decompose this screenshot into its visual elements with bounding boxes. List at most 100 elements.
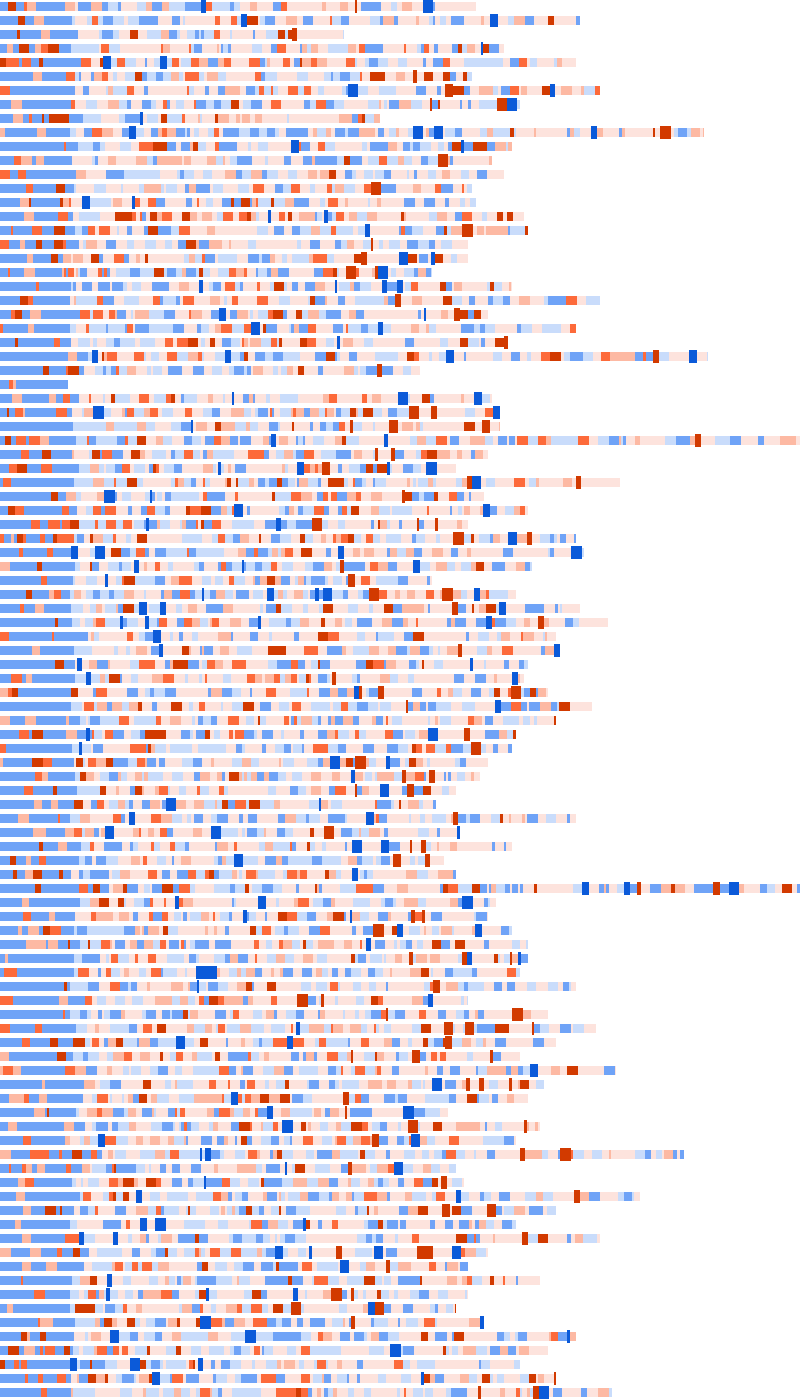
token-cell — [495, 142, 506, 151]
token-cell — [365, 114, 374, 123]
token-cell — [79, 394, 89, 403]
token-cell — [262, 100, 271, 109]
token-cell — [146, 590, 157, 599]
token-cell — [119, 268, 130, 277]
token-cell — [375, 730, 385, 739]
token-cell — [9, 184, 18, 193]
token-cell — [439, 562, 447, 571]
token-cell — [93, 142, 100, 151]
token-cell — [212, 408, 220, 417]
token-cell — [21, 478, 30, 487]
heatmap-row — [0, 2, 476, 11]
token-cell — [780, 436, 789, 445]
token-cell — [228, 814, 239, 823]
token-cell — [366, 660, 373, 669]
token-cell — [229, 268, 236, 277]
token-cell — [385, 72, 396, 81]
token-cell — [202, 310, 211, 319]
token-cell — [330, 464, 338, 473]
token-cell — [148, 86, 158, 95]
token-cell — [126, 422, 137, 431]
token-cell — [252, 534, 259, 543]
token-cell — [398, 392, 408, 405]
token-cell — [380, 784, 389, 797]
token-cell — [86, 100, 93, 109]
token-cell — [137, 436, 146, 445]
token-cell — [610, 352, 620, 361]
token-cell — [130, 268, 140, 277]
token-cell — [192, 618, 200, 627]
token-cell — [0, 688, 8, 697]
token-cell — [480, 296, 488, 305]
token-cell — [415, 590, 424, 599]
token-cell — [210, 268, 218, 277]
token-cell — [147, 58, 154, 67]
token-cell — [58, 310, 69, 319]
token-cell — [273, 310, 283, 319]
token-cell — [540, 534, 550, 543]
token-cell — [256, 450, 264, 459]
token-cell — [3, 450, 11, 459]
token-cell — [68, 464, 79, 473]
token-cell — [322, 462, 330, 475]
token-cell — [34, 86, 45, 95]
token-cell — [137, 422, 146, 431]
token-cell — [246, 464, 257, 473]
token-cell — [35, 366, 43, 375]
token-cell — [365, 44, 373, 53]
token-cell — [167, 268, 176, 277]
token-cell — [24, 758, 32, 767]
heatmap-row — [0, 436, 800, 445]
token-cell — [0, 856, 10, 865]
token-cell — [146, 170, 157, 179]
token-cell — [468, 338, 479, 347]
heatmap-row — [0, 128, 704, 137]
token-cell — [48, 156, 55, 165]
token-cell — [556, 128, 567, 137]
token-cell — [323, 758, 330, 767]
token-cell — [78, 338, 86, 347]
token-cell — [368, 156, 379, 165]
token-cell — [196, 422, 207, 431]
token-cell — [517, 226, 525, 235]
token-cell — [586, 296, 594, 305]
token-cell — [112, 282, 123, 291]
token-cell — [403, 366, 411, 375]
token-cell — [262, 44, 271, 53]
token-cell — [194, 800, 204, 809]
token-cell — [291, 184, 300, 193]
token-cell — [50, 422, 61, 431]
token-cell — [396, 646, 407, 655]
token-cell — [399, 252, 408, 265]
token-cell — [73, 422, 84, 431]
token-cell — [76, 128, 84, 137]
token-cell — [335, 436, 342, 445]
token-cell — [266, 744, 275, 753]
token-cell — [310, 142, 318, 151]
token-cell — [446, 350, 454, 363]
token-cell — [257, 814, 267, 823]
token-cell — [301, 828, 310, 837]
token-cell — [436, 478, 447, 487]
token-cell — [250, 842, 259, 851]
token-cell — [105, 212, 115, 221]
token-cell — [374, 72, 385, 81]
token-cell — [308, 366, 318, 375]
token-cell — [267, 588, 274, 601]
token-cell — [84, 702, 94, 711]
token-cell — [532, 324, 542, 333]
token-cell — [90, 212, 100, 221]
token-cell — [188, 352, 198, 361]
token-cell — [313, 744, 322, 753]
token-cell — [44, 212, 55, 221]
token-cell — [23, 660, 33, 669]
token-cell — [96, 856, 106, 865]
token-cell — [66, 562, 75, 571]
token-cell — [422, 296, 432, 305]
token-cell — [171, 72, 179, 81]
heatmap-row — [0, 618, 608, 627]
token-cell — [183, 632, 192, 641]
token-cell — [608, 478, 615, 487]
token-cell — [451, 702, 462, 711]
token-cell — [304, 2, 312, 11]
